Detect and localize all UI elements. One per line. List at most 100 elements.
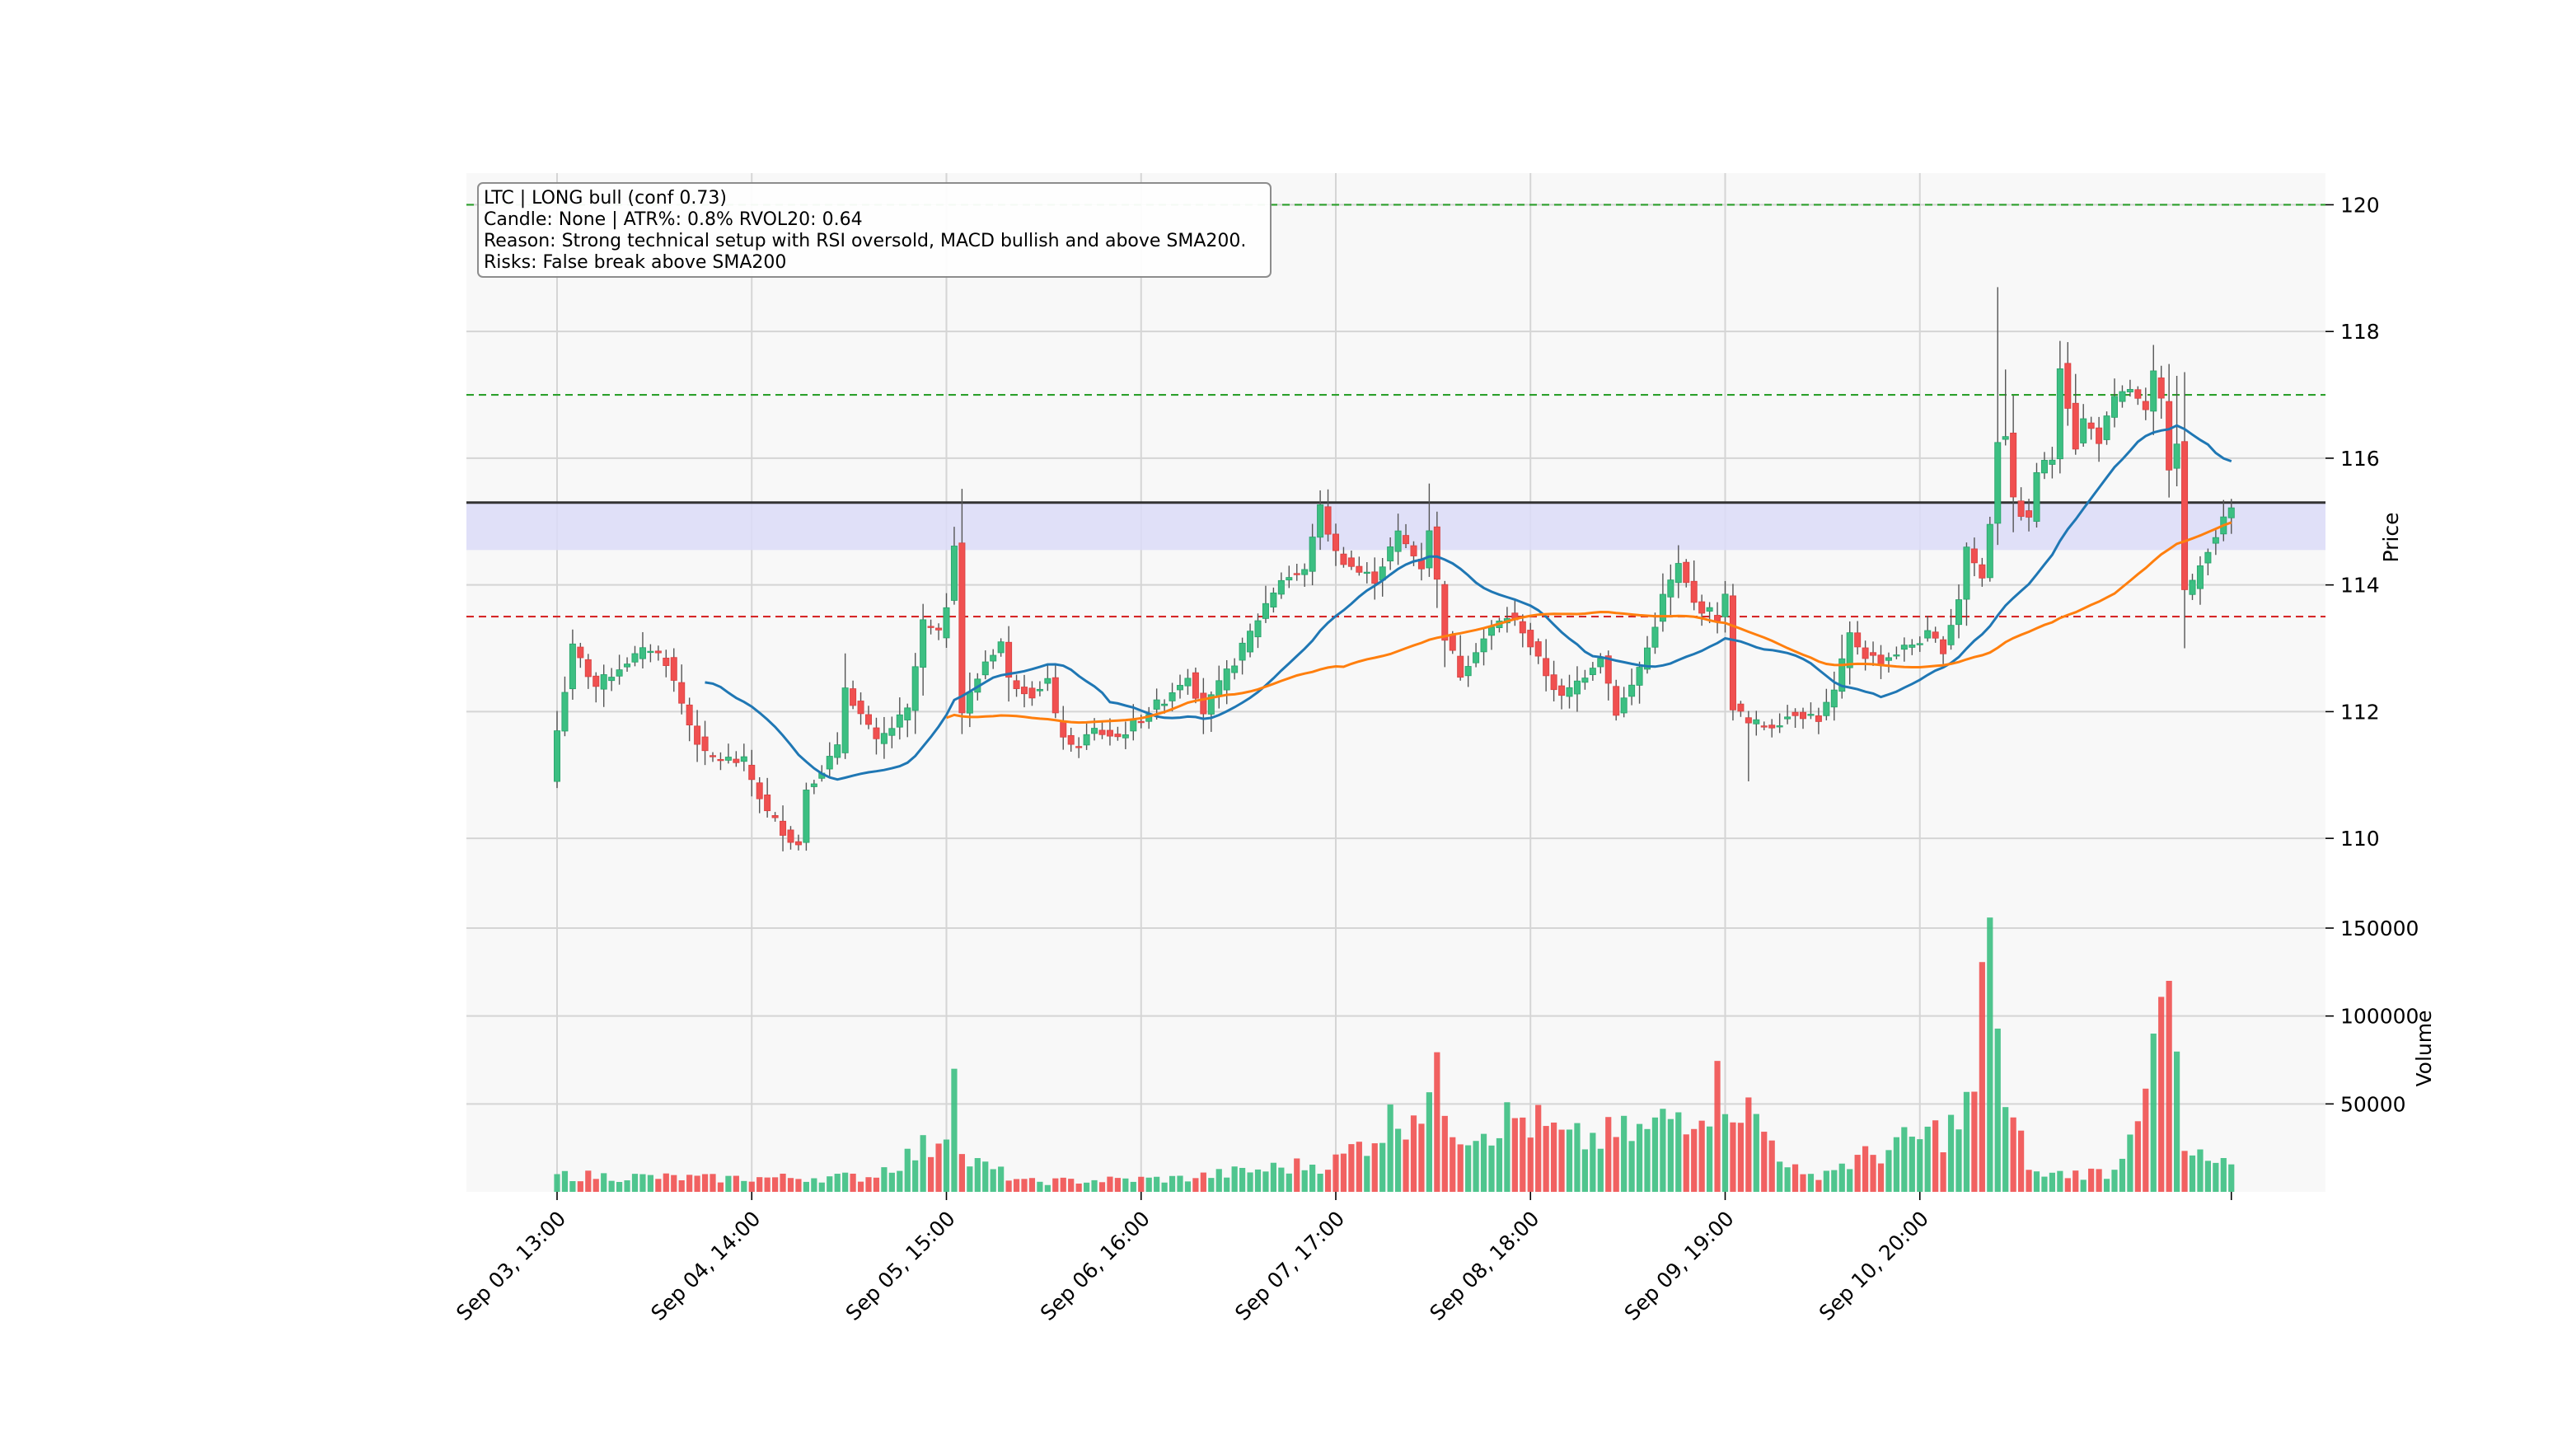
candle-body (1013, 680, 1020, 689)
candle-body (2080, 418, 2087, 443)
candle-body (654, 650, 662, 654)
volume-bar (663, 1173, 669, 1192)
volume-bar (1605, 1117, 1612, 1192)
candle-body (1223, 668, 1230, 691)
volume-bar (639, 1174, 646, 1192)
volume-bar (631, 1174, 639, 1192)
volume-bar (1777, 1161, 1783, 1192)
candle-body (1247, 631, 1254, 653)
volume-bar (1838, 1163, 1845, 1192)
candle-body (1862, 647, 1869, 659)
candle-body (1970, 548, 1978, 564)
volume-bar (1037, 1181, 1043, 1192)
volume-bar (717, 1182, 724, 1192)
volume-bar (1348, 1144, 1355, 1192)
volume-bar (616, 1182, 623, 1192)
candle-body (694, 725, 701, 745)
volume-bar (1278, 1167, 1285, 1192)
candle-body (1909, 645, 1916, 648)
candle-body (1690, 580, 1698, 603)
volume-bar (982, 1161, 989, 1192)
candle-body (724, 757, 732, 761)
volume-bar (2220, 1157, 2227, 1192)
volume-bar (1138, 1176, 1145, 1192)
volume-bar (1021, 1179, 1028, 1192)
volume-bar (1628, 1141, 1635, 1192)
volume-bar (1558, 1129, 1565, 1192)
candle-body (981, 661, 989, 676)
candle-body (1324, 506, 1332, 535)
candle-body (748, 764, 756, 781)
volume-bar (1005, 1180, 1012, 1192)
candle-body (1979, 564, 1986, 579)
candle-body (1207, 694, 1215, 715)
volume-bar (1224, 1177, 1230, 1192)
candle-body (1036, 688, 1043, 692)
candle-body (2096, 427, 2103, 444)
volume-bar (2018, 1130, 2025, 1192)
candle-body (1457, 655, 1464, 678)
candle-body (1051, 677, 1059, 714)
volume-bar (1332, 1154, 1339, 1192)
volume-bar (2150, 1034, 2157, 1192)
info-line-candle: Candle: None | ATR%: 0.8% RVOL20: 0.64 (484, 209, 863, 230)
volume-bar (1947, 1114, 1955, 1192)
volume-bar (904, 1148, 911, 1192)
candle-body (1760, 725, 1768, 728)
volume-bar (1527, 1137, 1534, 1192)
price-tick-label: 112 (2340, 700, 2380, 724)
candle-body (857, 701, 864, 715)
volume-bar (772, 1177, 779, 1192)
candle-body (600, 674, 607, 690)
candle-body (2196, 565, 2204, 589)
volume-bar (1590, 1132, 1596, 1192)
candle-body (577, 646, 584, 659)
candle-body (1239, 642, 1246, 661)
volume-bar (998, 1166, 1005, 1192)
volume-bar (827, 1176, 833, 1192)
candle-body (1986, 523, 1993, 579)
candle-body (2026, 510, 2033, 518)
candle-body (1791, 711, 1799, 716)
candle-body (2040, 460, 2048, 474)
candle-body (1566, 687, 1573, 697)
volume-bar (1286, 1173, 1292, 1192)
candle-body (1955, 599, 1962, 626)
volume-bar (1644, 1128, 1651, 1192)
x-tick-label: Sep 04, 14:00 (646, 1207, 765, 1325)
volume-bar (1737, 1123, 1744, 1192)
candle-body (2002, 436, 2009, 440)
volume-tick-label: 50000 (2340, 1092, 2406, 1116)
volume-bar (865, 1177, 872, 1192)
candle-body (1947, 625, 1955, 645)
volume-bar (2033, 1171, 2040, 1192)
candle-body (561, 692, 569, 732)
volume-bar (678, 1179, 685, 1192)
candle-body (1488, 626, 1496, 636)
volume-bar (1885, 1150, 1892, 1192)
candle-body (1620, 697, 1628, 714)
candle-body (1768, 724, 1776, 729)
candle-body (1799, 711, 1806, 720)
volume-bar (1823, 1170, 1829, 1192)
candle-body (1317, 504, 1324, 538)
candle-body (2150, 370, 2157, 412)
candle-body (1480, 638, 1487, 653)
candle-body (1753, 719, 1760, 724)
volume-bar (1714, 1061, 1721, 1192)
candle-body (2064, 363, 2072, 409)
candle-body (1597, 658, 1604, 668)
volume-tick-label: 150000 (2340, 917, 2419, 940)
candle-body (1644, 647, 1651, 670)
candle-body (1667, 579, 1674, 598)
candle-body (888, 728, 896, 736)
candle-body (1651, 626, 1659, 648)
volume-bar (561, 1170, 569, 1192)
candle-body (997, 641, 1005, 654)
candle-body (2017, 500, 2025, 517)
candle-body (1543, 658, 1550, 677)
volume-bar (1184, 1181, 1192, 1192)
volume-bar (1551, 1122, 1557, 1192)
volume-bar (818, 1182, 825, 1192)
candle-body (966, 692, 973, 714)
